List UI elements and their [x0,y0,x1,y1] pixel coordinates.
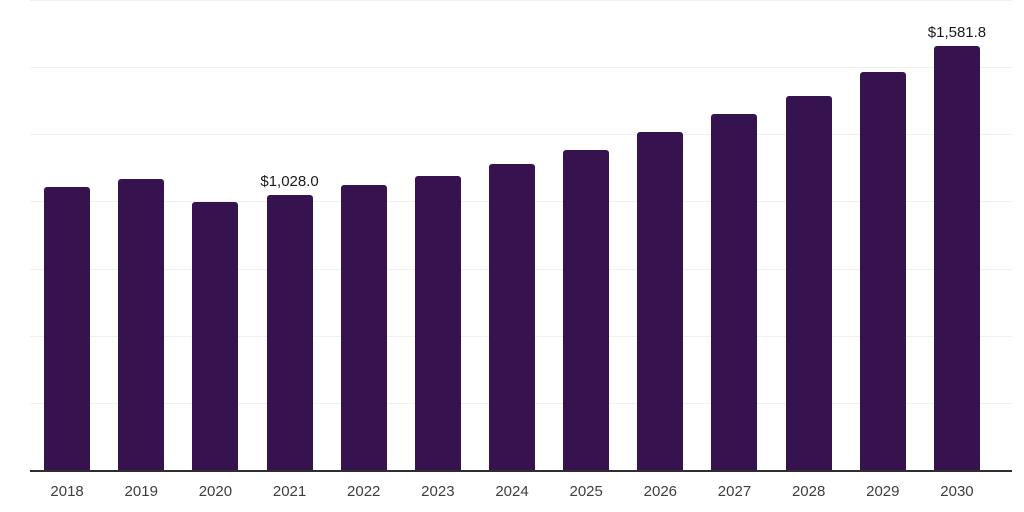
x-tick-label-2024: 2024 [495,483,529,500]
x-tick-label-2022: 2022 [347,483,381,500]
x-tick-label-2029: 2029 [866,483,900,500]
x-tick-label-2020: 2020 [198,483,233,500]
bar-2020 [192,202,239,471]
plot-area: $1,028.0 $1,581.8 [30,0,1012,472]
data-label-2021: $1,028.0 [260,172,319,190]
data-label-2030: $1,581.8 [927,24,987,42]
x-tick-label-2019: 2019 [124,483,158,500]
x-tick-label-2028: 2028 [791,483,826,500]
gridline [30,134,1012,136]
bar-slot-2025 [549,1,623,471]
x-tick-label-2018: 2018 [50,483,84,500]
bar-slot-2029 [846,1,920,471]
bar-slot-2020 [178,1,252,471]
bar-slot-2024 [475,1,549,471]
bar-2029 [859,71,906,471]
bar-2026 [637,132,684,471]
x-tick-label-2025: 2025 [569,483,603,500]
bar-slot-2027 [697,1,771,471]
x-tick-label-2023: 2023 [421,483,455,500]
x-axis-tick-labels: 2018 2019 2020 2021 2022 2023 2024 2025 2026 2027… [30,483,994,501]
bar-2024 [489,163,536,471]
bars-layer: $1,028.0 $1,581.8 [30,1,994,471]
x-axis-line [30,470,1012,472]
x-tick-label-2026: 2026 [643,483,678,500]
bar-2027 [711,114,758,471]
bar-2028 [785,95,832,471]
bar-2025 [563,149,610,471]
bar-slot-2026 [623,1,697,471]
bar-2022 [340,185,387,471]
bar-2023 [414,175,461,471]
bar-slot-2023 [401,1,475,471]
x-tick-label-2030: 2030 [940,483,974,500]
bar-2021 [266,194,313,471]
bar-slot-2030: $1,581.8 [920,1,994,471]
gridline [30,0,1012,1]
bar-slot-2022 [327,1,401,471]
bar-slot-2028 [772,1,846,471]
bar-2018 [44,187,91,471]
gridline [30,67,1012,69]
bar-slot-2021: $1,028.0 [252,1,326,471]
x-tick-label-2027: 2027 [717,483,752,500]
bar-2019 [118,178,165,471]
bar-slot-2019 [104,1,178,471]
bar-slot-2018 [30,1,104,471]
bar-2030 [933,46,980,471]
x-tick-label-2021: 2021 [272,483,307,500]
